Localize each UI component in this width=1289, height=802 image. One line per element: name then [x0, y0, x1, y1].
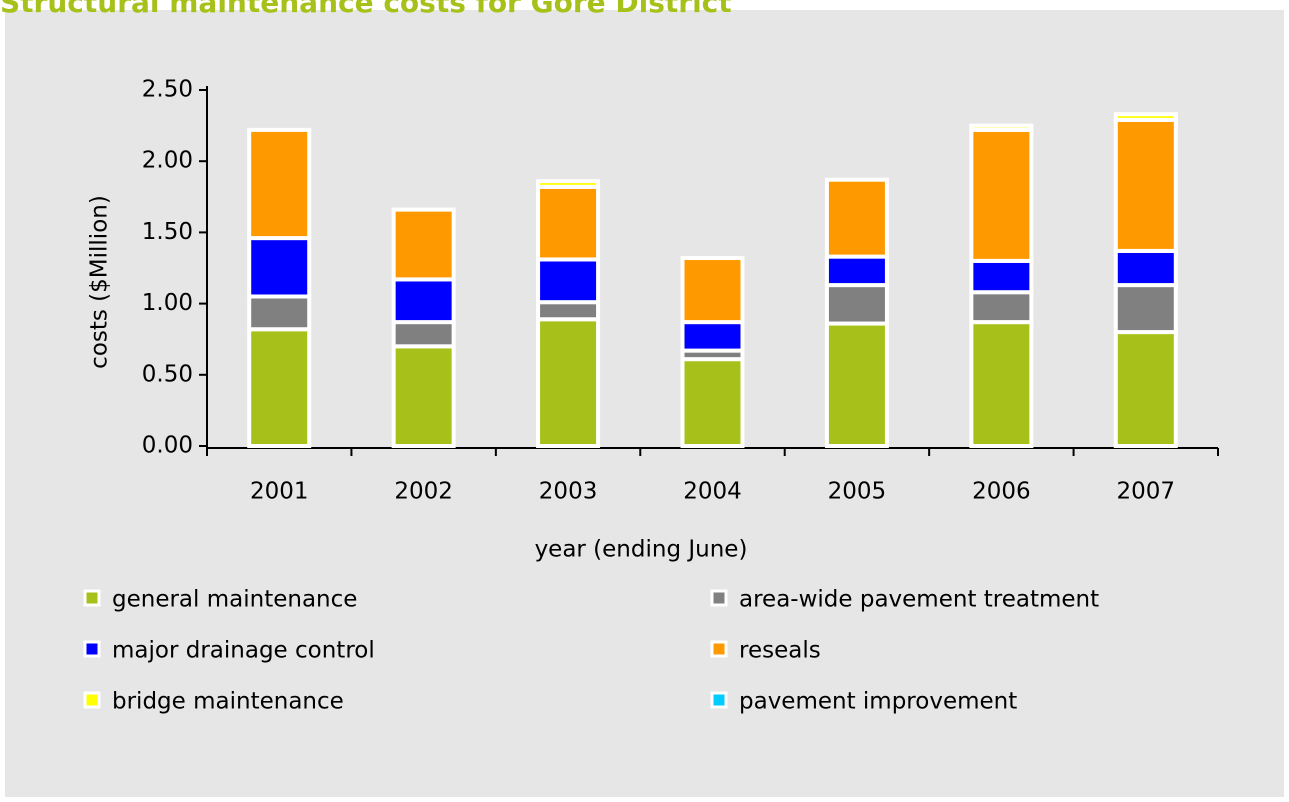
legend-swatch — [83, 640, 101, 658]
y-tick-label: 0.00 — [142, 433, 193, 459]
bar-segment — [391, 277, 456, 325]
legend-swatch — [710, 589, 728, 607]
legend-label: general maintenance — [112, 587, 357, 613]
x-axis-label: year (ending June) — [535, 537, 748, 563]
bar-segment — [969, 127, 1034, 263]
legend-swatch — [710, 640, 728, 658]
bar-segment — [536, 257, 601, 305]
legend-swatch — [83, 589, 101, 607]
y-axis-label: costs ($Million) — [87, 195, 113, 369]
legend-label: area-wide pavement treatment — [739, 587, 1099, 613]
bar-segment — [247, 236, 312, 299]
legend-label: bridge maintenance — [112, 689, 344, 715]
x-tick-label: 2007 — [1117, 479, 1176, 505]
bar-segment — [1113, 248, 1178, 288]
bar-segment — [969, 320, 1034, 448]
x-tick-label: 2002 — [394, 479, 453, 505]
legend-label: pavement improvement — [739, 689, 1017, 715]
bar-segment — [824, 254, 889, 288]
y-tick-label: 2.50 — [142, 77, 193, 103]
bar-segment — [247, 294, 312, 332]
bar-segment — [824, 321, 889, 449]
bar-segment — [247, 327, 312, 448]
bar-segment — [391, 207, 456, 282]
bar-segment — [1113, 283, 1178, 335]
bar-segment — [536, 184, 601, 262]
bar-segment — [969, 258, 1034, 295]
x-tick-label: 2004 — [683, 479, 742, 505]
legend-label: reseals — [739, 638, 821, 664]
bar-segment — [247, 127, 312, 241]
bar-segment — [824, 177, 889, 259]
x-tick-label: 2006 — [972, 479, 1031, 505]
bar-segment — [536, 300, 601, 322]
bar-segment — [1113, 330, 1178, 448]
bar-segment — [391, 344, 456, 449]
y-tick-label: 0.50 — [142, 361, 193, 387]
bar-segment — [536, 179, 601, 189]
chart-title: Structural maintenance costs for Gore Di… — [0, 0, 732, 19]
bar-segment — [680, 357, 745, 448]
legend-swatch — [710, 691, 728, 709]
legend-swatch — [83, 691, 101, 709]
y-tick-label: 1.00 — [142, 290, 193, 316]
x-tick-label: 2005 — [828, 479, 887, 505]
bar-segment — [1113, 117, 1178, 253]
y-tick-label: 2.00 — [142, 148, 193, 174]
bar-segment — [824, 283, 889, 326]
bar-segment — [969, 123, 1034, 132]
bar-segment — [536, 317, 601, 449]
bar-segment — [1113, 112, 1178, 122]
x-tick-label: 2003 — [539, 479, 598, 505]
bar-segment — [680, 256, 745, 325]
y-tick-label: 1.50 — [142, 219, 193, 245]
x-tick-label: 2001 — [250, 479, 309, 505]
bar-segment — [391, 320, 456, 349]
bar-segment — [969, 290, 1034, 325]
legend-label: major drainage control — [112, 638, 375, 664]
bar-segment — [680, 320, 745, 353]
chart-background — [5, 10, 1284, 797]
